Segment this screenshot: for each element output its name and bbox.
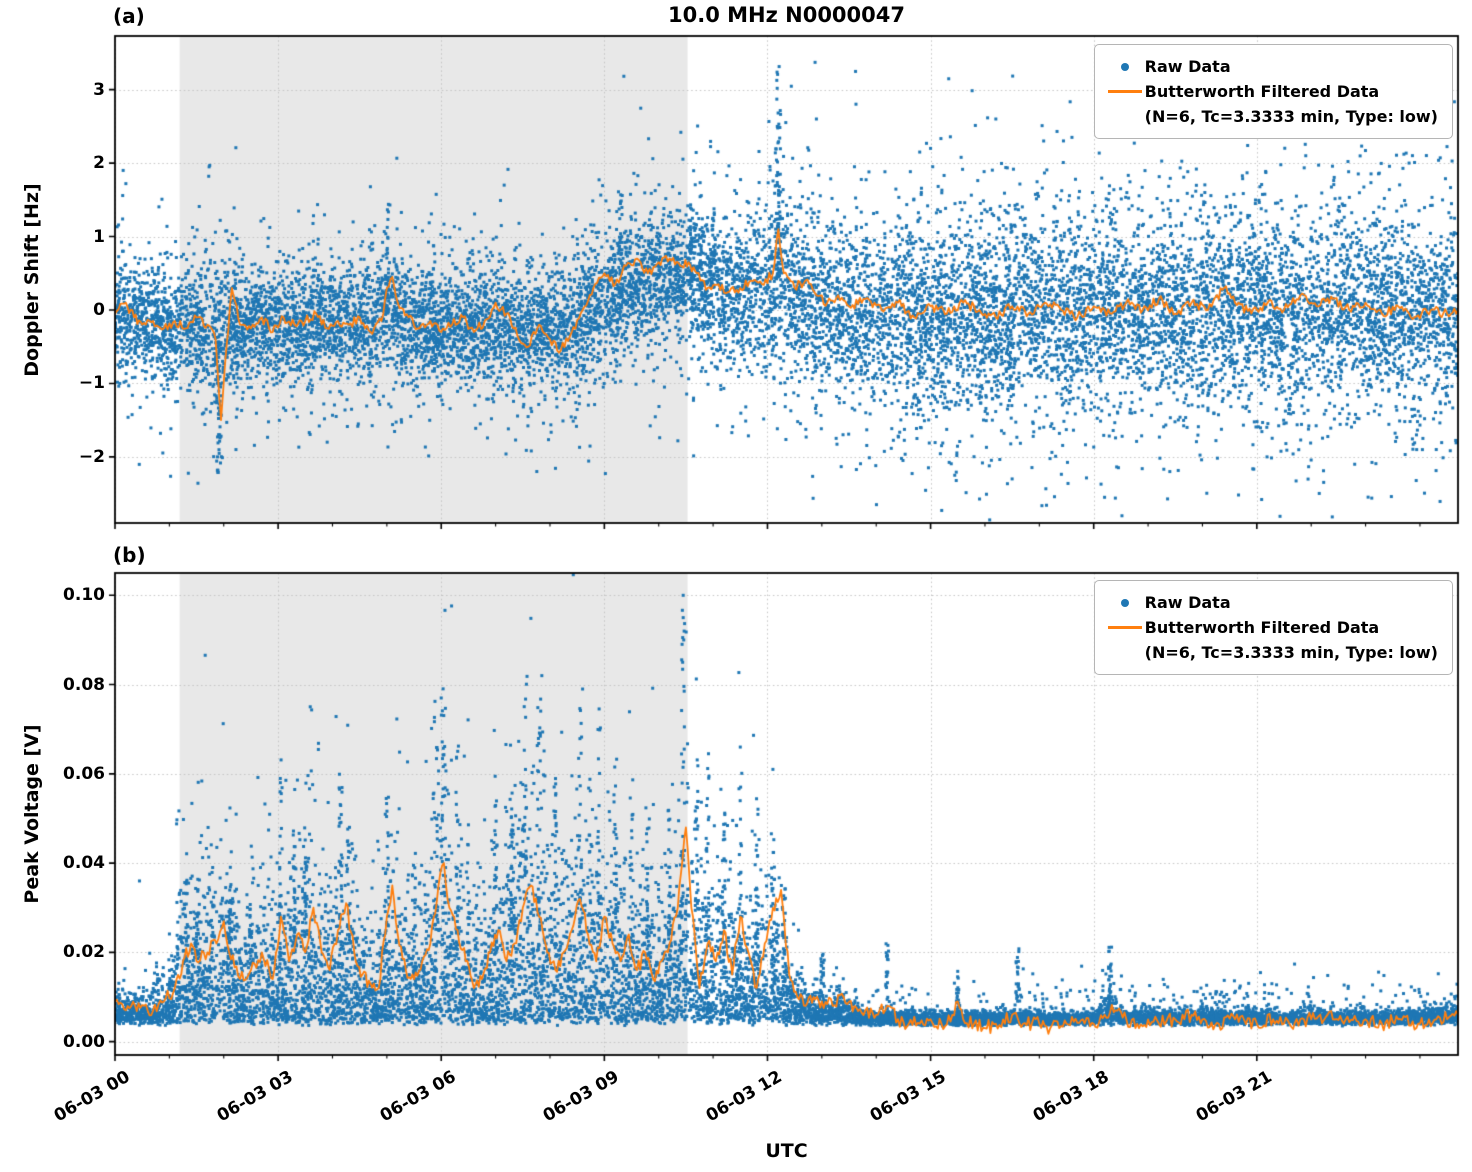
- y-tick-label-b: 0.02: [63, 942, 105, 963]
- filtered-line-icon: [1105, 626, 1145, 629]
- raw-data-marker-icon: [1105, 62, 1145, 71]
- y-tick-label-a: 2: [93, 153, 105, 174]
- panel-label-a: (a): [113, 4, 145, 28]
- y-axis-label-b: Peak Voltage [V]: [21, 724, 43, 904]
- y-tick-label-b: 0.06: [63, 763, 105, 784]
- legend-entry-filtered-params: (N=6, Tc=3.3333 min, Type: low): [1105, 640, 1438, 665]
- panel-label-b: (b): [113, 543, 146, 567]
- filtered-line-icon: [1105, 90, 1145, 93]
- legend-b: Raw Data Butterworth Filtered Data (N=6,…: [1093, 580, 1453, 675]
- legend-entry-filtered: Butterworth Filtered Data: [1105, 79, 1438, 104]
- legend-entry-raw: Raw Data: [1105, 54, 1438, 79]
- legend-entry-raw: Raw Data: [1105, 590, 1438, 615]
- legend-entry-filtered: Butterworth Filtered Data: [1105, 615, 1438, 640]
- y-axis-label-a: Doppler Shift [Hz]: [21, 183, 43, 377]
- y-tick-label-a: −2: [78, 446, 105, 467]
- y-tick-label-b: 0.00: [63, 1031, 105, 1052]
- y-tick-label-b: 0.10: [63, 585, 105, 606]
- y-tick-label-b: 0.04: [63, 853, 105, 874]
- legend-filtered-label-1: Butterworth Filtered Data: [1144, 618, 1380, 637]
- legend-raw-label: Raw Data: [1144, 57, 1231, 76]
- y-tick-label-a: 3: [93, 79, 105, 100]
- legend-filtered-label-1: Butterworth Filtered Data: [1144, 82, 1380, 101]
- x-axis-label: UTC: [765, 1140, 808, 1162]
- legend-a: Raw Data Butterworth Filtered Data (N=6,…: [1093, 44, 1453, 139]
- y-tick-label-a: 0: [93, 299, 105, 320]
- legend-filtered-label-2: (N=6, Tc=3.3333 min, Type: low): [1144, 643, 1438, 662]
- raw-data-marker-icon: [1105, 598, 1145, 607]
- legend-entry-filtered-params: (N=6, Tc=3.3333 min, Type: low): [1105, 104, 1438, 129]
- figure-title: 10.0 MHz N0000047: [668, 3, 905, 27]
- y-tick-label-a: 1: [93, 226, 105, 247]
- y-tick-label-a: −1: [78, 373, 105, 394]
- legend-filtered-label-2: (N=6, Tc=3.3333 min, Type: low): [1144, 107, 1438, 126]
- y-tick-label-b: 0.08: [63, 674, 105, 695]
- legend-raw-label: Raw Data: [1144, 593, 1231, 612]
